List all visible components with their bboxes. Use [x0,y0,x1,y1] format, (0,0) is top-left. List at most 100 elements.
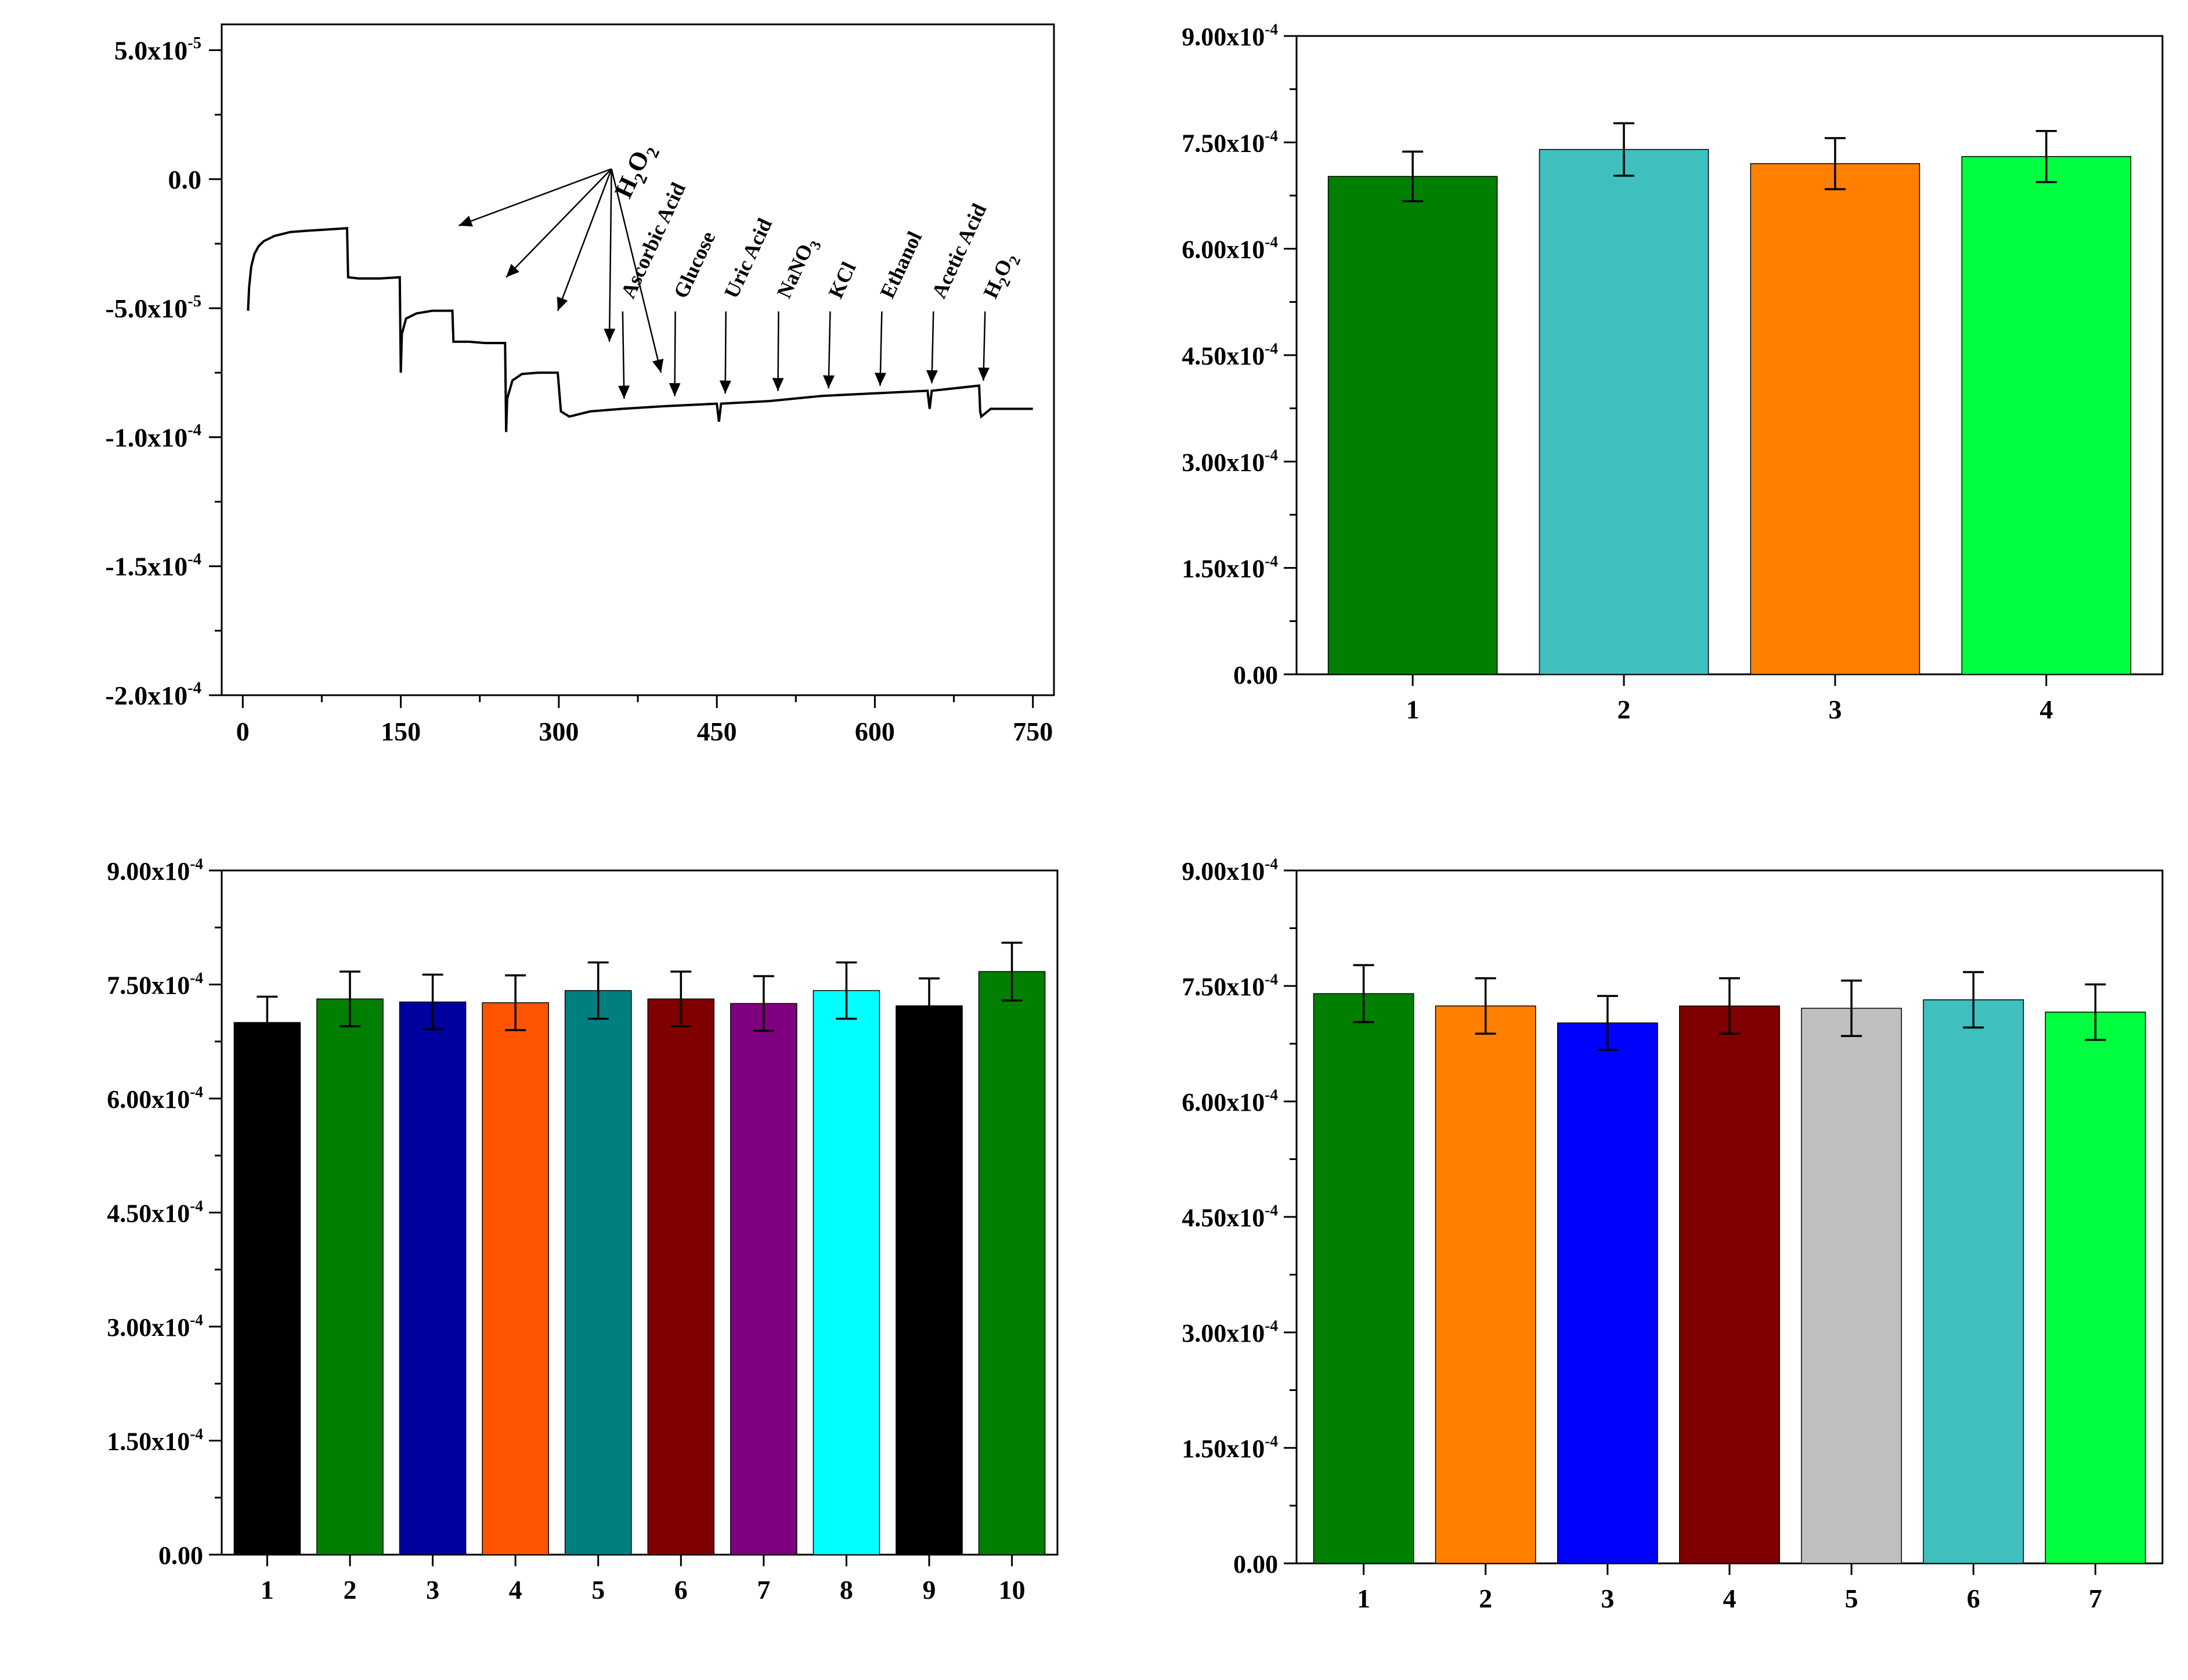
interferent-arrow [618,311,630,399]
interferent-label: Ethanol [875,227,926,302]
interferent-label: NaNO3 [772,234,824,304]
bar-7 [2045,1011,2146,1564]
x-tick-label: 2 [1617,695,1631,724]
tick-label-mantissa: 5.0x10 [114,35,188,65]
panel-a-amperometric-chart: 0 150 300 450 600 7505.0x10-50.0-5.0x10-5-1.0… [105,23,1055,746]
y-tick-label: 3.00x10-4 [1182,1317,1278,1347]
tick-label-exponent: -4 [1265,1086,1278,1104]
tick-label-mantissa: 0.00 [1233,661,1278,689]
tick-label-mantissa: 0.0 [168,165,202,194]
panel-b-electrode-bar-chart: 0.001.50x10-43.00x10-44.50x10-46.00x10-4… [1182,21,2164,724]
h2o2-arrow [557,168,612,311]
tick-label-mantissa: 9.00x10 [1182,857,1265,886]
y-tick-label: 7.50x10-4 [107,969,203,999]
interferent-arrow [977,311,990,381]
tick-label-exponent: -4 [1265,855,1278,873]
interferent-arrow [823,311,835,389]
tick-label-exponent: -4 [187,680,201,698]
tick-label-mantissa: 7.50x10 [1182,973,1265,1001]
tick-label-exponent: -4 [190,1312,203,1329]
y-tick-label: 7.50x10-4 [1182,971,1278,1001]
interferent-label: Glucose [669,228,720,302]
x-tick-label: 1 [1357,1584,1370,1613]
tick-label-mantissa: -1.5x10 [105,552,187,581]
tick-label-mantissa: 3.00x10 [107,1313,190,1342]
tick-label-exponent: -4 [1265,21,1278,38]
y-tick-label: 3.00x10-4 [1182,446,1278,476]
interferent-name: NaNO [772,240,817,302]
bar-10 [978,971,1046,1555]
tick-label-mantissa: 0.00 [1233,1550,1278,1578]
tick-label-mantissa: 0.00 [158,1541,203,1570]
bar-3 [1750,163,1920,675]
h2o2-arrow [604,168,616,342]
y-tick-label: 6.00x10-4 [1182,233,1278,263]
interferent-name: Glucose [669,228,720,302]
tick-label-exponent: -4 [190,1083,203,1101]
y-tick-label: 4.50x10-4 [107,1197,203,1227]
tick-label-mantissa: -1.0x10 [105,422,187,452]
tick-label-exponent: -4 [187,421,201,439]
y-tick-label: 4.50x10-4 [1182,340,1278,370]
y-tick-label: -1.5x10-4 [105,550,201,581]
tick-label-exponent: -4 [187,550,201,568]
x-tick-label: 2 [1479,1584,1492,1613]
tick-label-exponent: -4 [1265,127,1278,144]
y-tick-label: 9.00x10-4 [1182,855,1278,886]
interferent-label: Uric Acid [720,215,777,302]
y-tick-label: 1.50x10-4 [1182,552,1278,583]
x-tick-label: 1 [1406,695,1420,724]
x-tick-label: 0 [236,717,250,746]
x-tick-label: 5 [1845,1584,1858,1613]
y-tick-label: 5.0x10-5 [114,34,201,65]
tick-label-mantissa: 3.00x10 [1182,1319,1265,1347]
y-tick-label: 1.50x10-4 [1182,1433,1278,1463]
tick-label-mantissa: 6.00x10 [1182,236,1265,264]
x-tick-label: 5 [591,1575,605,1605]
bar-1 [1313,993,1414,1564]
tick-label-exponent: -4 [1265,233,1278,251]
tick-label-mantissa: 7.50x10 [107,971,190,1000]
x-tick-label: 1 [261,1575,274,1605]
x-tick-label: 4 [509,1575,522,1605]
interferent-name: KCl [824,258,860,302]
y-tick-label: -2.0x10-4 [105,680,201,710]
x-tick-label: 8 [840,1575,853,1605]
x-tick-label: 9 [923,1575,936,1605]
y-tick-label: -5.0x10-5 [105,292,201,323]
bar-1 [233,1022,301,1555]
bar-3 [399,1001,467,1555]
tick-label-mantissa: 9.00x10 [107,857,190,886]
y-tick-label: 9.00x10-4 [1182,21,1278,51]
y-tick-label: 0.00 [158,1541,203,1570]
panel-d-measurement-bar-chart: 0.001.50x10-43.00x10-44.50x10-46.00x10-4… [1182,855,2164,1613]
tick-label-exponent: -4 [1265,1317,1278,1335]
y-tick-label: 6.00x10-4 [107,1083,203,1114]
x-tick-label: 4 [1723,1584,1736,1613]
tick-label-mantissa: 6.00x10 [1182,1088,1265,1117]
y-tick-label: 4.50x10-4 [1182,1202,1278,1232]
tick-label-exponent: -4 [1265,1202,1278,1219]
interferent-arrow [719,311,731,394]
h2o2-label: H2O2 [609,139,663,205]
panel-c-cycle-bar-chart: 0.001.50x10-43.00x10-44.50x10-46.00x10-4… [107,855,1059,1605]
tick-label-mantissa: 1.50x10 [107,1428,190,1456]
tick-label-mantissa: 4.50x10 [1182,342,1265,370]
x-tick-label: 7 [757,1575,770,1605]
bar-6 [647,998,715,1555]
y-tick-label: 0.00 [1233,661,1278,689]
tick-label-exponent: -4 [190,1197,203,1215]
tick-label-exponent: -4 [190,855,203,873]
x-tick-label: 2 [343,1575,356,1605]
y-tick-label: 0.00 [1233,1550,1278,1578]
bar-7 [730,1003,797,1555]
y-tick-label: -1.0x10-4 [105,421,201,452]
tick-label-mantissa: 1.50x10 [1182,1435,1265,1463]
bar-4 [482,1002,549,1555]
current-trace-line [247,227,1033,432]
bar-6 [1923,999,2024,1564]
tick-label-exponent: -4 [190,969,203,987]
interferent-label: H2O2 [979,249,1024,304]
tick-label-exponent: -5 [187,292,201,310]
